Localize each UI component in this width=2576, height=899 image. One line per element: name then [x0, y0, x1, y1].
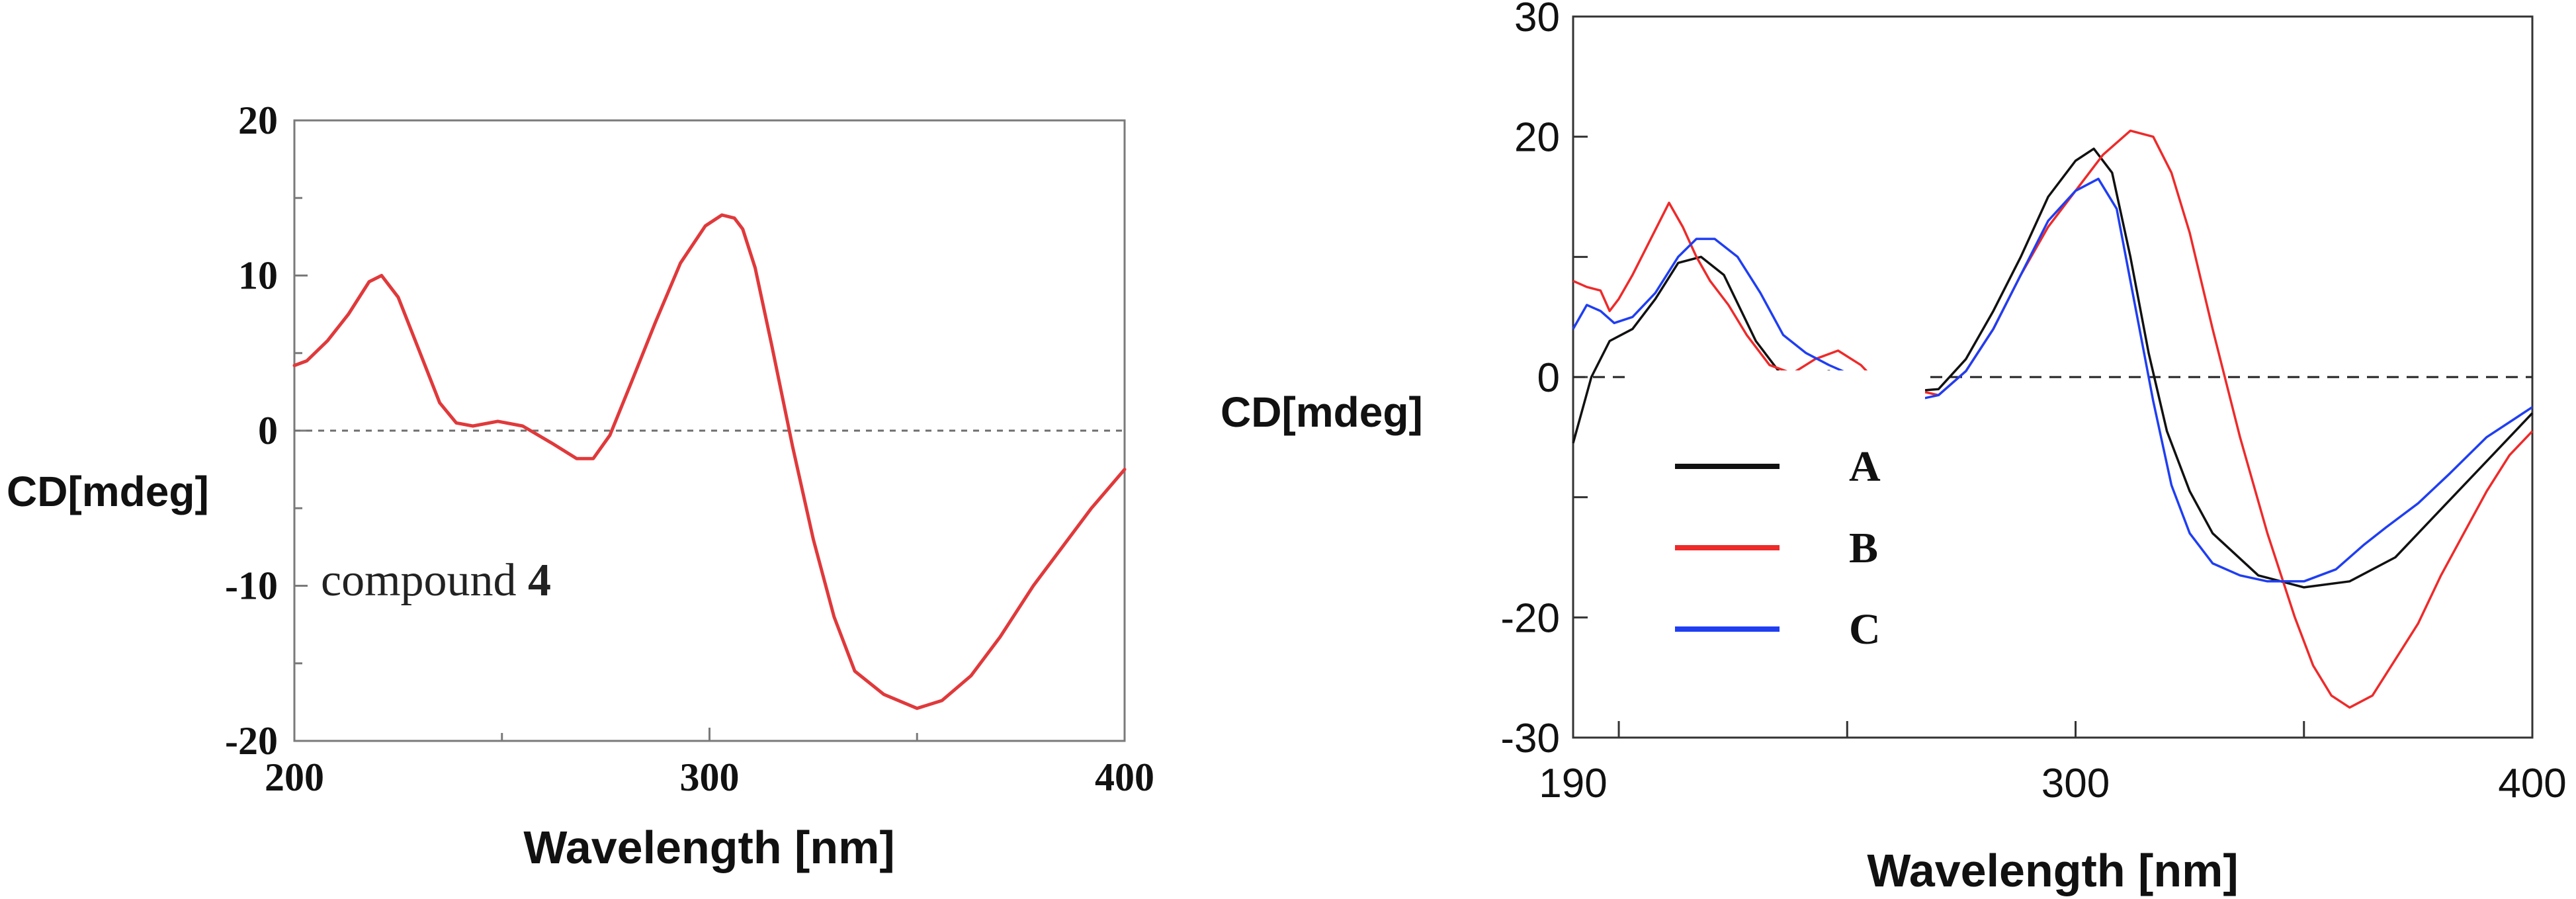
right-x-tick-label: 300	[2041, 761, 2110, 806]
right-x-axis-label: Wavelength [nm]	[1867, 845, 2238, 896]
left-annotation: compound 4	[321, 555, 551, 606]
left-annotation-text: compound	[321, 555, 528, 606]
right-series-A	[1572, 148, 2534, 589]
left-chart: -20 -10 0 10 20 200 300 400 compound 4 CD[mdeg]…	[7, 99, 1154, 873]
right-x-tick-label: 190	[1539, 761, 1607, 806]
right-legend-label-C: C	[1849, 605, 1881, 654]
right-y-tick-label: 30	[1514, 0, 1560, 40]
left-y-tick-label: 0	[258, 409, 278, 452]
left-y-tick-label: 20	[238, 99, 278, 142]
right-legend-label-B: B	[1849, 524, 1878, 572]
right-y-tick-label: -20	[1500, 595, 1560, 641]
left-x-tick-label: 300	[680, 755, 740, 799]
left-series-compound-4	[292, 213, 1127, 710]
right-series-C	[1572, 177, 2533, 583]
right-chart: -30 -20 0 20 30 190 300 400 ABC CD[mdeg] Wavele…	[1221, 0, 2567, 896]
right-y-tick-label: 0	[1537, 355, 1560, 401]
right-legend-box	[1629, 370, 1887, 688]
left-y-axis-label: CD[mdeg]	[7, 468, 209, 515]
right-curve-gap-mask	[1806, 370, 1925, 410]
left-x-tick-label: 200	[265, 755, 324, 799]
left-y-tick-label: 10	[238, 254, 278, 298]
right-y-tick-label: 20	[1514, 115, 1560, 161]
right-x-tick-label: 400	[2498, 761, 2566, 806]
left-x-tick-label: 400	[1095, 755, 1154, 799]
right-legend-label-A: A	[1849, 443, 1881, 491]
left-x-axis-label: Wavelength [nm]	[523, 822, 894, 873]
left-y-tick-label: -20	[225, 719, 278, 763]
left-y-tick-label: -10	[225, 564, 278, 608]
right-legend: ABC	[1675, 443, 1881, 654]
left-annotation-number: 4	[528, 555, 551, 606]
right-y-axis-label: CD[mdeg]	[1221, 388, 1423, 436]
right-y-tick-label: -30	[1500, 716, 1560, 761]
